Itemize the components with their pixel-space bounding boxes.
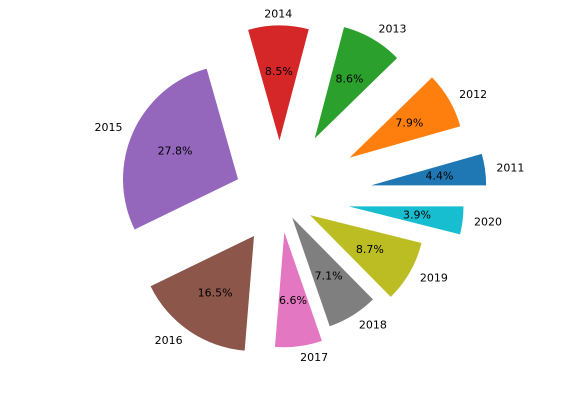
category-label-2020: 2020 [474,215,502,228]
pie-slice-2014 [248,25,309,141]
category-label-2019: 2019 [420,271,448,284]
pie-slice-2020 [348,206,464,235]
pie-slice-2015 [123,68,239,230]
pct-label-2011: 4.4% [425,169,453,182]
pct-label-2017: 6.6% [279,294,307,307]
pie-slice-2019 [309,215,422,297]
pct-label-2013: 8.6% [336,72,364,85]
category-label-2013: 2013 [378,23,406,36]
pie-slice-2018 [292,217,373,327]
category-label-2012: 2012 [459,88,487,101]
pct-label-2016: 16.5% [198,286,233,299]
pct-label-2014: 8.5% [265,65,293,78]
pie-slice-2012 [349,77,461,158]
pie-slice-2011 [371,153,487,186]
category-label-2016: 2016 [155,334,183,347]
category-label-2014: 2014 [264,8,292,21]
pct-label-2019: 8.7% [356,243,384,256]
category-label-2011: 2011 [496,161,524,174]
pie-slice-2017 [274,232,322,348]
pct-label-2015: 27.8% [158,145,193,158]
pie-slice-2013 [314,27,398,139]
category-label-2018: 2018 [359,318,387,331]
pct-label-2020: 3.9% [403,208,431,221]
category-label-2015: 2015 [95,121,123,134]
pct-label-2012: 7.9% [395,117,423,130]
pct-label-2018: 7.1% [315,270,343,283]
category-label-2017: 2017 [300,351,328,364]
pie-slice-2016 [150,235,255,351]
